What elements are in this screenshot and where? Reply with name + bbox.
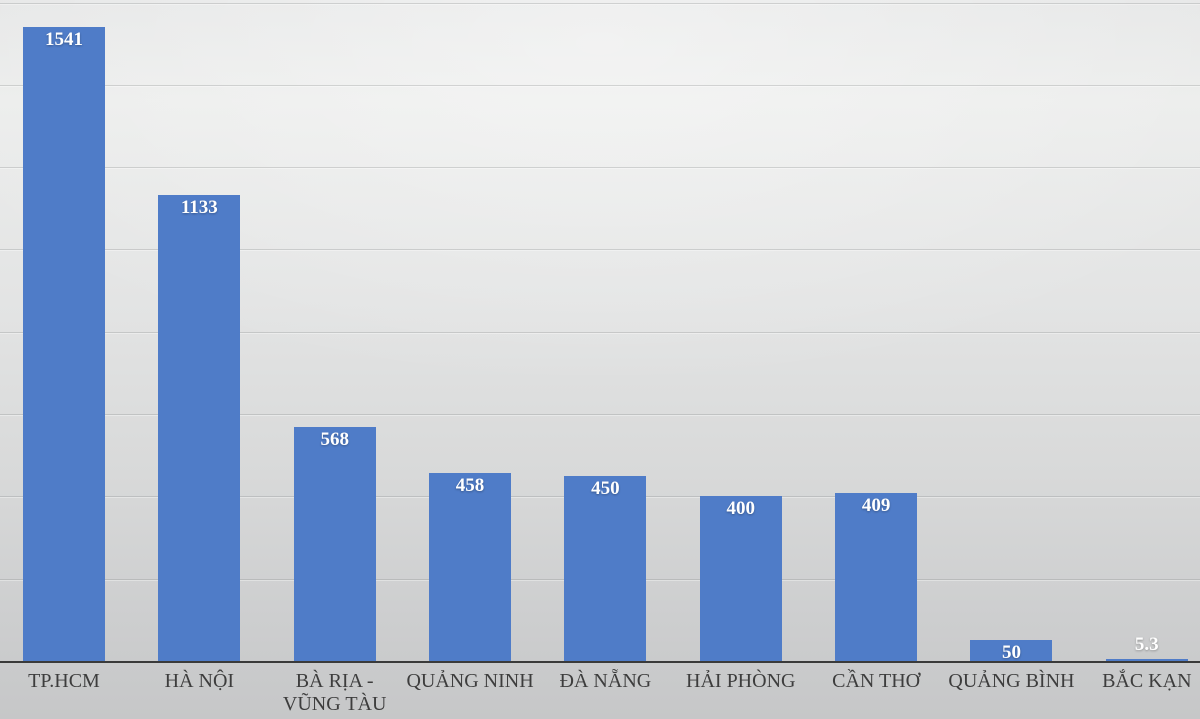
x-axis-label-tp-hcm: TP.HCM	[28, 670, 100, 692]
bar-da-nang	[564, 475, 647, 661]
value-label-tp-hcm: 1541	[45, 28, 83, 50]
x-axis-label-hai-phong: HẢI PHÒNG	[686, 670, 796, 692]
gridline-1600	[0, 2, 1200, 4]
bar-ba-ria-vung-tau	[293, 427, 376, 661]
x-axis-label-can-tho: CẦN THƠ	[832, 670, 921, 692]
x-axis-label-da-nang: ĐÀ NẴNG	[559, 670, 652, 692]
value-label-can-tho: 409	[861, 494, 891, 516]
bar-can-tho	[835, 492, 918, 661]
gridline-600	[0, 414, 1200, 416]
x-axis-label-bac-kan: BẮC KẠN	[1102, 670, 1192, 692]
value-label-da-nang: 450	[591, 477, 620, 499]
x-axis-line	[0, 660, 1200, 663]
bar-tp-hcm	[23, 26, 105, 661]
value-label-bac-kan: 5.3	[1134, 633, 1159, 655]
bar-bac-kan	[1105, 658, 1188, 661]
value-label-ba-ria-vung-tau: 568	[320, 429, 349, 451]
value-label-ha-noi: 1133	[180, 196, 218, 218]
x-axis-label-ba-ria-vung-tau: BÀ RỊA - VŨNG TÀU	[282, 670, 387, 715]
x-axis-label-quang-binh: QUẢNG BÌNH	[948, 670, 1075, 692]
value-label-quang-ninh: 458	[455, 474, 485, 496]
bar-quang-ninh	[429, 472, 512, 661]
value-label-quang-binh: 50	[1001, 642, 1021, 664]
bar-hai-phong	[699, 496, 782, 661]
gridline-1000	[0, 249, 1200, 251]
bar-quang-binh	[970, 640, 1053, 661]
value-label-hai-phong: 400	[726, 498, 756, 520]
x-axis-label-quang-ninh: QUẢNG NINH	[406, 670, 534, 692]
gridline-800	[0, 331, 1200, 333]
gridline-1400	[0, 84, 1200, 86]
bar-ha-noi	[158, 194, 241, 661]
x-axis-label-ha-noi: HÀ NỘI	[164, 670, 235, 692]
gridline-1200	[0, 167, 1200, 169]
